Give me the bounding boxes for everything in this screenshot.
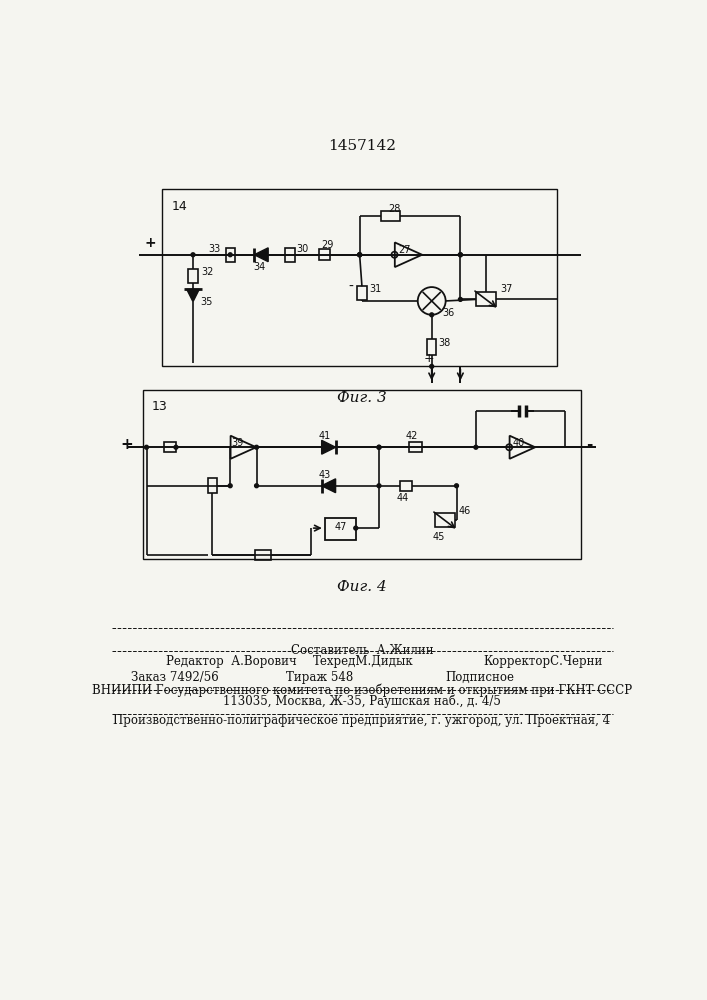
Bar (381, 211, 400, 221)
Text: 113035, Москва, Ж-35, Раушская наб., д. 4/5: 113035, Москва, Ж-35, Раушская наб., д. … (223, 694, 501, 708)
Circle shape (228, 484, 232, 488)
Text: Составитель  А.Жилин: Составитель А.Жилин (291, 644, 433, 657)
Text: Фиг. 4: Фиг. 4 (337, 580, 387, 594)
Text: ТехредМ.Дидык: ТехредМ.Дидык (313, 655, 414, 668)
Text: 41: 41 (319, 431, 331, 441)
Text: 36: 36 (443, 308, 455, 318)
Bar (357, 286, 367, 300)
Text: 37: 37 (500, 284, 513, 294)
Text: 46: 46 (459, 506, 471, 516)
Text: 44: 44 (396, 493, 409, 503)
Bar (476, 292, 496, 306)
Circle shape (255, 484, 259, 488)
Circle shape (174, 445, 178, 449)
Text: 45: 45 (433, 532, 445, 542)
Text: -: - (349, 280, 354, 294)
Bar (162, 189, 557, 366)
Text: 40: 40 (513, 438, 525, 448)
Text: 27: 27 (398, 245, 411, 255)
Text: ВНИИПИ Государственного комитета по изобретениям и открытиям при ГКНТ СССР: ВНИИПИ Государственного комитета по изоб… (92, 684, 632, 697)
Text: Фиг. 3: Фиг. 3 (337, 391, 387, 405)
Circle shape (377, 445, 381, 449)
Text: КорректорС.Черни: КорректорС.Черни (484, 655, 603, 668)
Bar (400, 481, 412, 491)
Text: 34: 34 (254, 262, 266, 272)
Circle shape (377, 484, 381, 488)
Polygon shape (322, 440, 336, 454)
Bar (163, 442, 176, 452)
Text: 31: 31 (370, 284, 382, 294)
Circle shape (358, 253, 361, 257)
Text: Редактор  А.Ворович: Редактор А.Ворович (166, 655, 297, 668)
Circle shape (455, 484, 458, 488)
Circle shape (458, 253, 462, 257)
Text: Заказ 7492/56: Заказ 7492/56 (131, 671, 218, 684)
Text: +: + (424, 352, 435, 365)
Text: 29: 29 (321, 240, 333, 250)
Text: 38: 38 (438, 338, 451, 348)
Circle shape (458, 297, 462, 301)
Text: 35: 35 (201, 297, 213, 307)
Text: 43: 43 (319, 470, 331, 480)
Text: 1457142: 1457142 (328, 139, 396, 153)
Circle shape (191, 253, 195, 257)
Polygon shape (255, 248, 268, 262)
Bar (409, 442, 421, 452)
Bar (226, 248, 235, 262)
Circle shape (430, 313, 433, 317)
Circle shape (358, 253, 361, 257)
Bar (143, 389, 580, 559)
Bar (325, 518, 356, 540)
Bar (208, 478, 217, 493)
Circle shape (377, 445, 381, 449)
Circle shape (255, 445, 259, 449)
Text: 42: 42 (405, 431, 418, 441)
Circle shape (474, 445, 478, 449)
Bar (427, 339, 436, 355)
Text: Тираж 548: Тираж 548 (286, 671, 354, 684)
Circle shape (430, 364, 433, 368)
Bar (435, 513, 455, 527)
Text: 33: 33 (209, 244, 221, 254)
Text: +: + (144, 236, 156, 250)
Text: 32: 32 (201, 267, 214, 277)
Text: Подписное: Подписное (445, 671, 514, 684)
Circle shape (358, 253, 361, 257)
Text: 39: 39 (231, 438, 243, 448)
Bar (285, 248, 295, 262)
Polygon shape (187, 289, 199, 302)
Text: Производственно-полиграфическое предприятие, г. ужгород, ул. Проектная, 4: Производственно-полиграфическое предприя… (113, 714, 611, 727)
Polygon shape (322, 479, 336, 493)
Text: -: - (587, 437, 593, 452)
Text: +: + (121, 437, 134, 452)
Circle shape (458, 253, 462, 257)
Circle shape (144, 445, 148, 449)
Circle shape (354, 526, 358, 530)
Text: 13: 13 (152, 400, 168, 413)
Bar (320, 249, 330, 260)
Bar (188, 269, 198, 283)
Text: 28: 28 (388, 204, 401, 214)
Text: 14: 14 (171, 200, 187, 213)
Bar (255, 550, 271, 560)
Circle shape (228, 253, 232, 257)
Text: 30: 30 (296, 244, 308, 254)
Text: 47: 47 (334, 522, 346, 532)
